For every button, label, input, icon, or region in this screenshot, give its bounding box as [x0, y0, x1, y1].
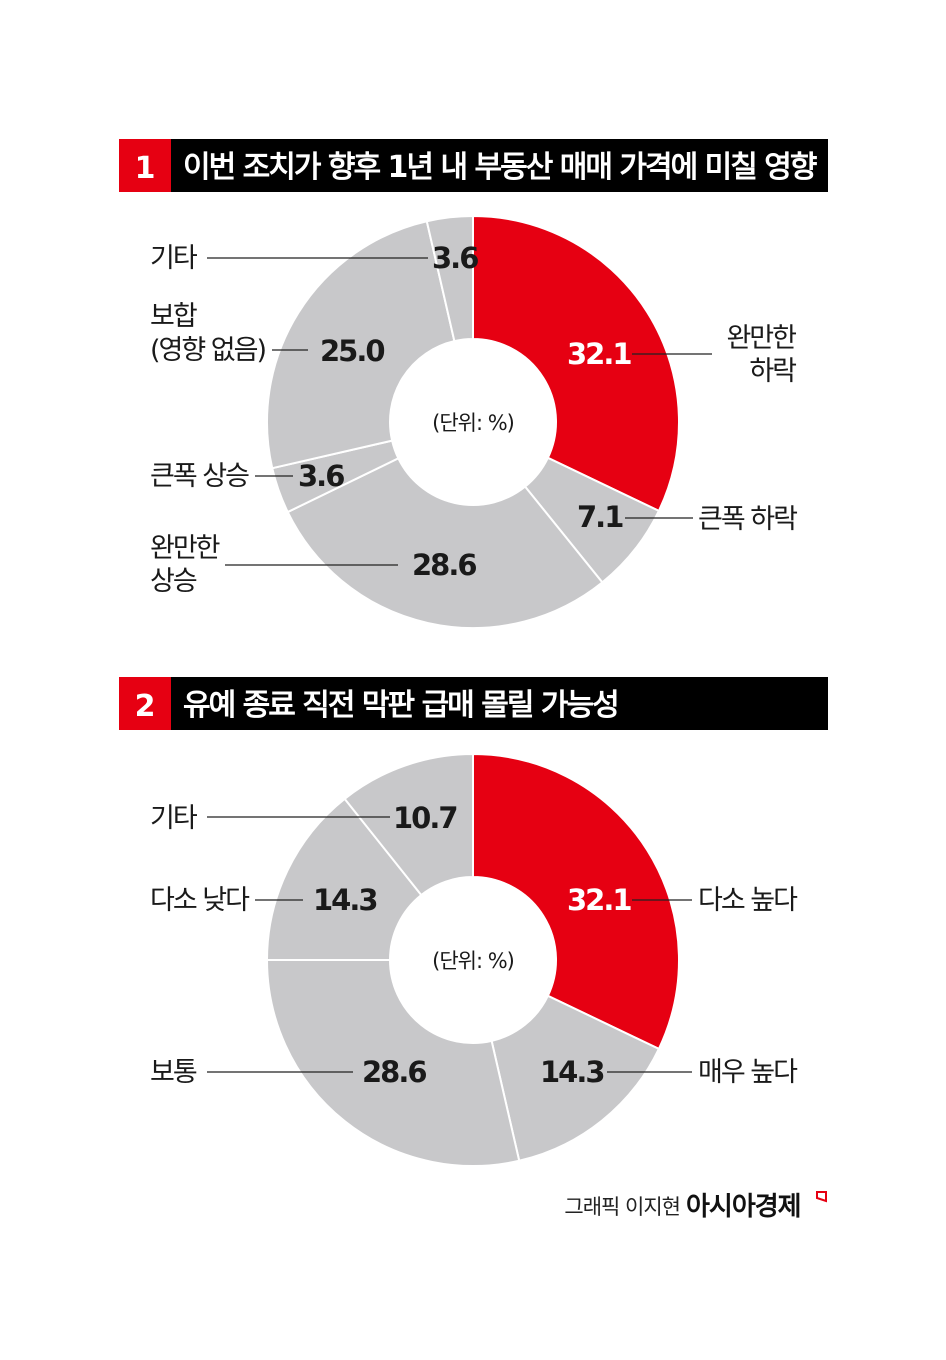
donut-slice — [265, 797, 423, 961]
title-bar — [119, 677, 828, 730]
chart-number: 1 — [135, 151, 156, 186]
slice-value: 28.6 — [412, 548, 476, 582]
slice-value: 32.1 — [567, 883, 631, 917]
donut-slice — [472, 214, 680, 513]
slice-label: (영향 없음) — [150, 335, 265, 366]
donut-slice — [425, 214, 474, 343]
slice-label: 기타 — [150, 803, 198, 834]
slice-value: 14.3 — [540, 1055, 604, 1089]
chart-title: 이번 조치가 향후 1년 내 부동산 매매 가격에 미칠 영향 — [183, 150, 817, 185]
slice-value: 32.1 — [567, 337, 631, 371]
slice-label: 상승 — [150, 566, 197, 597]
slice-label: 하락 — [749, 356, 796, 387]
slice-value: 25.0 — [320, 334, 384, 368]
footer: 그래픽 이지현 아시아경제 — [564, 1191, 827, 1222]
unit-label: (단위: %) — [432, 949, 514, 973]
number-box — [119, 677, 171, 730]
slice-label: 큰폭 상승 — [150, 461, 249, 492]
slice-label: 기타 — [150, 243, 198, 274]
donut-slice — [343, 752, 474, 897]
slice-value: 14.3 — [313, 883, 377, 917]
chart-2: 2 유예 종료 직전 막판 급매 몰릴 가능성 32.1 다소 높다 14.3 매우 … — [119, 677, 828, 1167]
donut-slice — [265, 959, 521, 1167]
donut-slice — [286, 456, 604, 629]
donut-chart: 32.1 다소 높다 14.3 매우 높다 28.6 보통 14.3 다소 낮다 10.7 기타 — [150, 752, 800, 1167]
slice-label: 다소 높다 — [698, 885, 798, 916]
slice-value: 7.1 — [577, 500, 623, 534]
slice-label: 보합 — [150, 301, 197, 332]
publisher-logo: 아시아경제 — [686, 1192, 801, 1222]
slice-value: 28.6 — [362, 1055, 426, 1089]
slice-label: 완만한 — [150, 533, 220, 564]
number-box — [119, 139, 171, 192]
slice-label: 완만한 — [726, 323, 796, 354]
title-bar — [119, 139, 828, 192]
donut-slice — [266, 220, 456, 470]
donut-slice — [472, 752, 680, 1051]
graphic-credit: 그래픽 이지현 — [564, 1195, 680, 1219]
slice-label: 보통 — [150, 1057, 197, 1088]
slice-value: 3.6 — [432, 241, 478, 275]
slice-value: 10.7 — [393, 801, 457, 835]
unit-label: (단위: %) — [432, 411, 514, 435]
donut-slice — [490, 994, 661, 1162]
chart-title: 유예 종료 직전 막판 급매 몰릴 가능성 — [183, 688, 618, 723]
logo-mark-icon — [816, 1191, 827, 1203]
chart-1: 1 이번 조치가 향후 1년 내 부동산 매매 가격에 미칠 영향 32.1 완만… — [119, 139, 828, 629]
chart-number: 2 — [135, 689, 156, 724]
slice-label: 매우 높다 — [698, 1057, 798, 1088]
slice-label: 큰폭 하락 — [698, 504, 797, 535]
slice-value: 3.6 — [298, 459, 344, 493]
slice-label: 다소 낮다 — [150, 885, 250, 916]
